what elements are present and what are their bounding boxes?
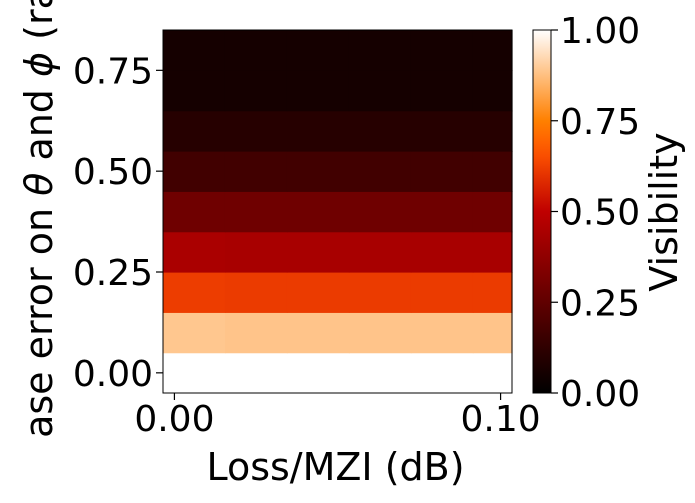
y-axis-label-theta: θ: [17, 173, 61, 196]
heatmap-cell: [286, 191, 350, 233]
heatmap-cell: [410, 151, 474, 192]
heatmap-cell: [348, 70, 412, 112]
plot-frame: [162, 29, 513, 394]
heatmap-cell: [286, 231, 350, 273]
heatmap-cell: [348, 352, 412, 394]
heatmap-cell: [348, 312, 412, 354]
heatmap-cell: [163, 352, 226, 394]
heatmap-cell: [286, 352, 350, 394]
y-tick-label: 0.00: [73, 354, 153, 395]
heatmap-cell: [472, 312, 513, 354]
heatmap-cell: [472, 30, 513, 71]
heatmap-cell: [286, 312, 350, 354]
y-axis-label: ase error on θ and ϕ (ra: [17, 0, 61, 438]
heatmap-cell: [163, 272, 226, 313]
colorbar: [532, 29, 552, 394]
y-tick-label: 0.25: [73, 253, 153, 294]
y-axis-label-suffix: (ra: [17, 0, 61, 52]
y-tick-label: 0.50: [73, 152, 153, 193]
x-tick-label: 0.10: [461, 399, 541, 440]
heatmap-cell: [286, 30, 350, 71]
heatmap-cell: [224, 70, 288, 112]
heatmap-cell: [410, 352, 474, 394]
heatmap-cell: [224, 312, 288, 354]
x-tick-label: 0.00: [134, 399, 214, 440]
heatmap-cell: [410, 70, 474, 112]
heatmap-cell: [163, 151, 226, 192]
colorbar-label: Visibility: [642, 132, 686, 291]
heatmap-cell: [472, 352, 513, 394]
heatmap-cell: [163, 30, 226, 71]
heatmap-cells: [163, 30, 513, 394]
heatmap-cell: [224, 191, 288, 233]
heatmap-cell: [224, 231, 288, 273]
heatmap-cell: [224, 110, 288, 152]
heatmap-cell: [348, 191, 412, 233]
heatmap-cell: [163, 191, 226, 233]
colorbar-tick-label: 0.50: [560, 193, 640, 234]
heatmap-cell: [348, 30, 412, 71]
heatmap-cell: [286, 70, 350, 112]
colorbar-tick-label: 0.25: [560, 283, 640, 324]
heatmap-cell: [286, 272, 350, 313]
colorbar-tick-label: 0.75: [560, 102, 640, 143]
heatmap-cell: [224, 352, 288, 394]
heatmap-cell: [163, 70, 226, 112]
heatmap-cell: [410, 30, 474, 71]
colorbar-tick-label: 0.00: [560, 374, 640, 415]
heatmap-cell: [224, 272, 288, 313]
y-axis-label-phi: ϕ: [17, 52, 61, 77]
heatmap-cell: [472, 272, 513, 313]
heatmap-cell: [224, 30, 288, 71]
x-axis-ticks: 0.00 0.10: [134, 393, 541, 440]
heatmap-cell: [410, 191, 474, 233]
colorbar-tick-label: 1.00: [560, 11, 640, 52]
heatmap-cell: [348, 231, 412, 273]
heatmap-cell: [410, 231, 474, 273]
heatmap-cell: [163, 231, 226, 273]
heatmap-cell: [348, 151, 412, 192]
heatmap-cell: [472, 70, 513, 112]
heatmap-cell: [472, 231, 513, 273]
y-tick-label: 0.75: [73, 51, 153, 92]
heatmap-cell: [472, 110, 513, 152]
heatmap-cell: [286, 110, 350, 152]
heatmap-cell: [472, 151, 513, 192]
heatmap-cell: [348, 272, 412, 313]
heatmap-cell: [163, 312, 226, 354]
heatmap-cell: [348, 110, 412, 152]
heatmap-cell: [224, 151, 288, 192]
heatmap-cell: [286, 151, 350, 192]
x-axis-label: Loss/MZI (dB): [206, 445, 464, 489]
heatmap-cell: [472, 191, 513, 233]
y-axis-ticks: 0.00 0.25 0.50 0.75: [73, 51, 163, 395]
heatmap-cell: [163, 110, 226, 152]
heatmap-cell: [410, 110, 474, 152]
y-axis-label-and: and: [17, 77, 61, 173]
heatmap-cell: [410, 272, 474, 313]
y-axis-label-prefix: ase error on: [17, 196, 61, 438]
heatmap-cell: [410, 312, 474, 354]
colorbar-ticks: 0.00 0.25 0.50 0.75 1.00: [551, 11, 640, 415]
